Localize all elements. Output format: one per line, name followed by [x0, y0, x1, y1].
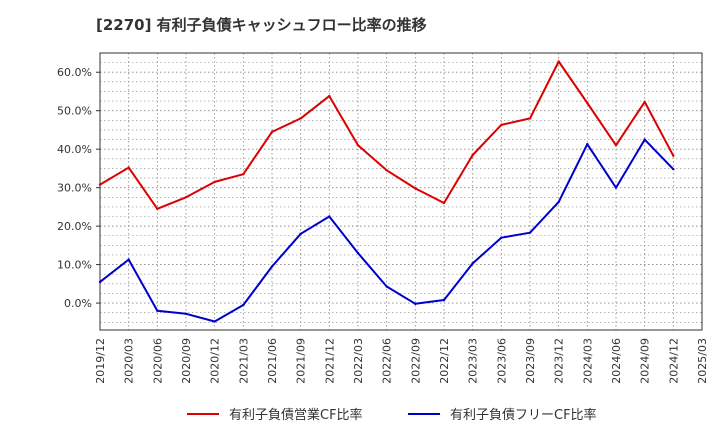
- data-point: [156, 207, 159, 211]
- data-point: [528, 117, 532, 120]
- data-point: [98, 183, 102, 186]
- y-tick-label: 10.0%: [57, 259, 92, 272]
- x-tick-label: 2023/03: [467, 338, 480, 384]
- x-tick-label: 2025/03: [696, 338, 709, 384]
- data-point: [500, 236, 503, 239]
- data-point: [614, 144, 618, 147]
- data-point: [442, 298, 446, 302]
- x-tick-label: 2020/09: [180, 338, 193, 384]
- x-tick-label: 2022/06: [381, 338, 394, 384]
- data-point: [500, 123, 503, 127]
- chart-title: [2270] 有利子負債キャッシュフロー比率の推移: [96, 16, 427, 34]
- y-tick-label: 0.0%: [64, 297, 92, 310]
- data-point: [672, 154, 675, 157]
- y-tick-label: 20.0%: [57, 220, 92, 233]
- data-point: [356, 144, 360, 147]
- x-tick-label: 2023/09: [524, 338, 537, 384]
- data-point: [442, 201, 446, 205]
- data-point: [328, 94, 331, 98]
- data-point: [614, 186, 618, 189]
- data-point: [213, 180, 216, 184]
- data-point: [184, 312, 188, 316]
- x-tick-label: 2020/06: [151, 338, 164, 384]
- x-tick-label: 2023/12: [553, 338, 566, 384]
- y-tick-label: 60.0%: [57, 66, 92, 79]
- y-tick-label: 40.0%: [57, 143, 92, 156]
- x-tick-label: 2023/06: [495, 338, 508, 384]
- x-tick-label: 2020/12: [209, 338, 222, 384]
- data-point: [127, 166, 130, 169]
- data-point: [643, 100, 646, 104]
- y-tick-label: 30.0%: [57, 182, 92, 195]
- data-point: [213, 320, 216, 323]
- plot-area: [100, 53, 702, 330]
- x-tick-label: 2024/03: [581, 338, 594, 384]
- data-point: [299, 232, 302, 236]
- data-point: [385, 169, 388, 172]
- data-point: [557, 200, 560, 204]
- data-point: [586, 142, 589, 146]
- data-point: [242, 303, 245, 307]
- data-point: [270, 130, 274, 134]
- x-tick-label: 2021/06: [266, 338, 279, 384]
- data-point: [328, 215, 331, 218]
- data-point: [385, 285, 388, 288]
- x-tick-label: 2022/12: [438, 338, 451, 384]
- x-tick-label: 2024/06: [610, 338, 623, 384]
- data-point: [557, 60, 560, 63]
- x-tick-label: 2020/03: [123, 338, 136, 384]
- data-point: [643, 138, 646, 141]
- x-tick-label: 2021/03: [237, 338, 250, 384]
- y-tick-label: 50.0%: [57, 105, 92, 118]
- x-tick-label: 2024/12: [667, 338, 680, 384]
- data-point: [528, 231, 532, 234]
- x-tick-label: 2024/09: [639, 338, 652, 384]
- data-point: [184, 196, 188, 199]
- plot-border: [99, 52, 703, 331]
- data-point: [471, 262, 474, 265]
- data-point: [672, 167, 675, 171]
- data-point: [414, 302, 417, 306]
- data-point: [156, 309, 159, 312]
- x-tick-label: 2022/09: [409, 338, 422, 384]
- x-tick-label: 2022/03: [352, 338, 365, 384]
- data-point: [299, 117, 302, 120]
- data-point: [127, 258, 130, 261]
- legend-label-1: 有利子負債営業CF比率: [229, 407, 363, 423]
- data-point: [356, 251, 360, 255]
- data-point: [242, 172, 245, 176]
- data-point: [270, 265, 274, 268]
- data-point: [414, 187, 417, 190]
- legend-label-2: 有利子負債フリーCF比率: [450, 407, 597, 423]
- data-point: [586, 101, 589, 105]
- data-point: [98, 280, 102, 284]
- x-tick-label: 2021/12: [323, 338, 336, 384]
- x-tick-label: 2019/12: [94, 338, 107, 384]
- x-tick-label: 2021/09: [295, 338, 308, 384]
- data-point: [471, 153, 474, 157]
